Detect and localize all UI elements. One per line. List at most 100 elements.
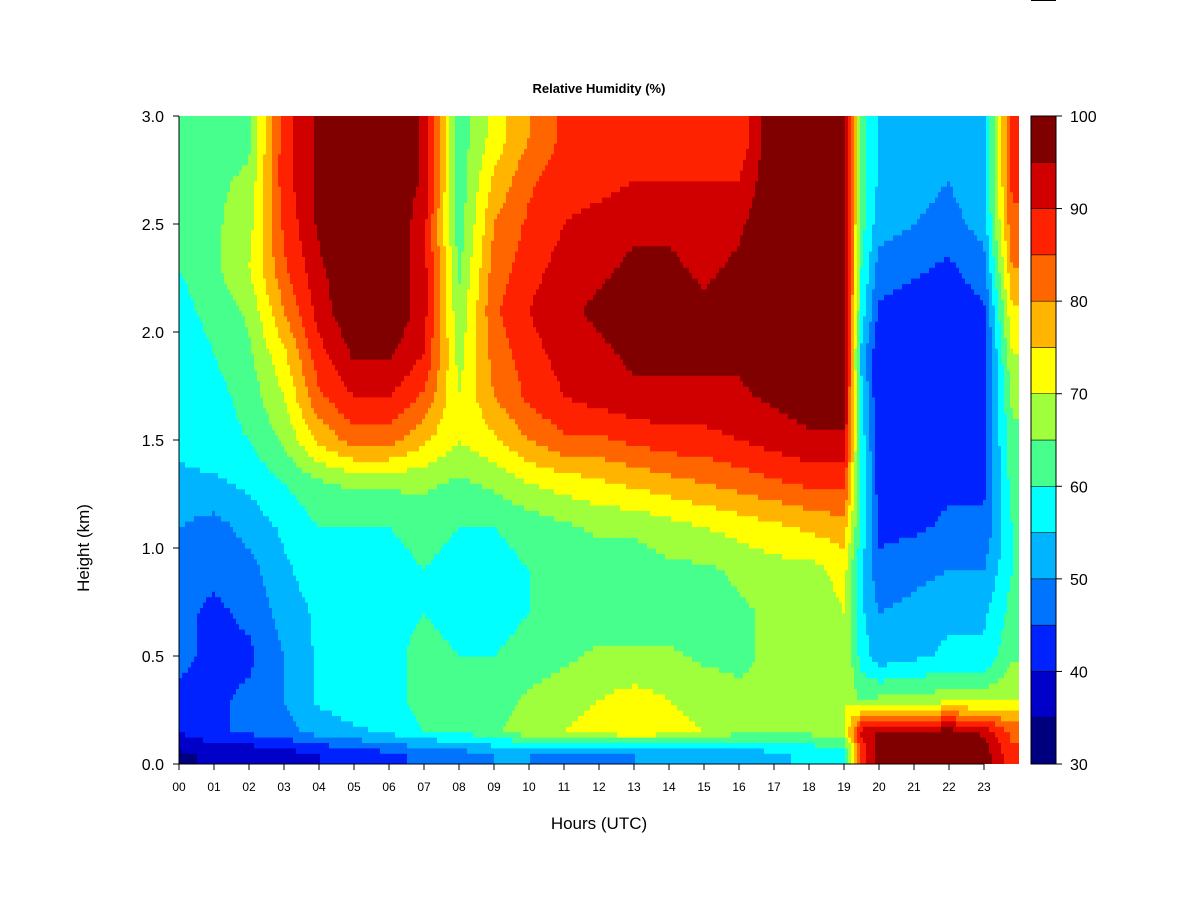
- heatmap-cell: [194, 537, 198, 544]
- heatmap-cell: [209, 677, 213, 684]
- heatmap-cell: [218, 602, 222, 608]
- heatmap-cell: [194, 526, 198, 533]
- heatmap-cell: [194, 607, 198, 614]
- heatmap-cell: [224, 742, 228, 749]
- heatmap-cell: [179, 494, 183, 500]
- heatmap-cell: [221, 245, 225, 252]
- heatmap-cell: [200, 720, 204, 727]
- heatmap-cell: [194, 132, 198, 139]
- heatmap-cell: [212, 558, 216, 565]
- heatmap-cell: [194, 197, 198, 203]
- heatmap-cell: [179, 693, 183, 700]
- heatmap-cell: [206, 143, 210, 149]
- heatmap-cell: [194, 191, 198, 198]
- heatmap-cell: [194, 650, 198, 657]
- heatmap-cell: [179, 386, 183, 392]
- heatmap-cell: [200, 510, 204, 517]
- heatmap-cell: [218, 666, 222, 673]
- heatmap-cell: [212, 434, 216, 441]
- heatmap-cell: [179, 148, 183, 155]
- heatmap-cell: [188, 553, 192, 560]
- heatmap-cell: [197, 326, 201, 333]
- heatmap-cell: [215, 164, 219, 171]
- heatmap-cell: [227, 612, 231, 619]
- heatmap-cell: [188, 634, 192, 641]
- heatmap-cell: [185, 477, 189, 484]
- heatmap-cell: [218, 526, 222, 533]
- heatmap-cell: [179, 672, 183, 679]
- heatmap-cell: [218, 656, 222, 662]
- heatmap-cell: [191, 450, 195, 457]
- heatmap-cell: [197, 143, 201, 149]
- heatmap-cell: [191, 591, 195, 598]
- heatmap-cell: [209, 558, 213, 565]
- heatmap-cell: [218, 434, 222, 441]
- heatmap-cell: [215, 693, 219, 700]
- heatmap-cell: [212, 656, 216, 662]
- heatmap-cell: [218, 558, 222, 565]
- heatmap-cell: [209, 353, 213, 360]
- heatmap-cell: [188, 364, 192, 371]
- heatmap-cell: [209, 483, 213, 490]
- heatmap-cell: [191, 526, 195, 533]
- heatmap-cell: [215, 369, 219, 376]
- heatmap-cell: [191, 229, 195, 236]
- heatmap-cell: [221, 332, 225, 338]
- heatmap-cell: [179, 645, 183, 652]
- heatmap-cell: [206, 321, 210, 328]
- heatmap-cell: [209, 537, 213, 544]
- heatmap-cell: [188, 186, 192, 193]
- heatmap-cell: [203, 677, 207, 684]
- heatmap-cell: [209, 326, 213, 333]
- heatmap-cell: [203, 688, 207, 695]
- heatmap-cell: [191, 472, 195, 479]
- heatmap-cell: [221, 666, 225, 673]
- heatmap-cell: [179, 332, 183, 338]
- heatmap-cell: [215, 580, 219, 587]
- heatmap-cell: [179, 753, 183, 760]
- heatmap-cell: [224, 569, 228, 576]
- heatmap-cell: [194, 585, 198, 592]
- heatmap-cell: [200, 472, 204, 479]
- heatmap-cell: [194, 472, 198, 479]
- heatmap-cell: [200, 407, 204, 414]
- heatmap-cell: [206, 591, 210, 598]
- heatmap-cell: [188, 510, 192, 517]
- heatmap-cell: [197, 191, 201, 198]
- heatmap-cell: [224, 753, 228, 760]
- heatmap-cell: [191, 342, 195, 349]
- heatmap-cell: [209, 191, 213, 198]
- heatmap-cell: [218, 510, 222, 517]
- heatmap-cell: [191, 580, 195, 587]
- heatmap-cell: [197, 288, 201, 295]
- heatmap-cell: [221, 510, 225, 517]
- heatmap-cell: [194, 202, 198, 209]
- heatmap-cell: [188, 704, 192, 711]
- heatmap-cell: [194, 645, 198, 652]
- heatmap-cell: [188, 267, 192, 274]
- heatmap-cell: [194, 494, 198, 500]
- heatmap-cell: [221, 224, 225, 230]
- heatmap-cell: [212, 585, 216, 592]
- heatmap-cell: [215, 256, 219, 263]
- heatmap-cell: [224, 450, 228, 457]
- heatmap-cell: [191, 715, 195, 722]
- heatmap-cell: [194, 656, 198, 662]
- heatmap-cell: [203, 612, 207, 619]
- heatmap-cell: [224, 661, 228, 668]
- heatmap-cell: [212, 197, 216, 203]
- heatmap-cell: [191, 423, 195, 430]
- heatmap-cell: [182, 153, 186, 160]
- heatmap-cell: [218, 137, 222, 144]
- heatmap-cell: [200, 564, 204, 571]
- heatmap-cell: [194, 175, 198, 182]
- heatmap-cell: [194, 256, 198, 263]
- heatmap-cell: [182, 326, 186, 333]
- heatmap-cell: [212, 623, 216, 630]
- heatmap-cell: [212, 234, 216, 241]
- heatmap-cell: [209, 710, 213, 716]
- heatmap-cell: [194, 461, 198, 468]
- heatmap-cell: [206, 580, 210, 587]
- heatmap-cell: [227, 564, 231, 571]
- heatmap-cell: [188, 240, 192, 247]
